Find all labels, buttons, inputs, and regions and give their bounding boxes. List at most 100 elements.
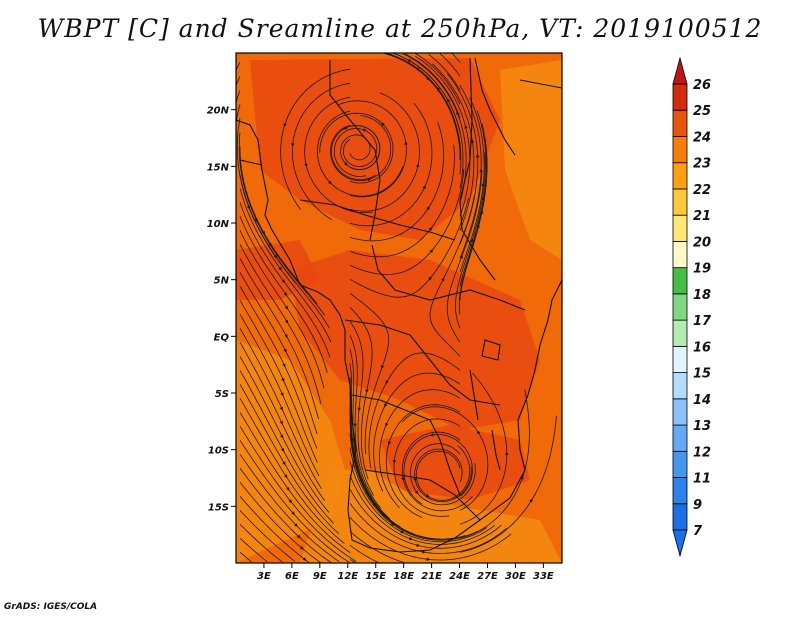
streamline bbox=[428, 53, 461, 91]
streamline-arrow bbox=[281, 279, 286, 284]
streamline bbox=[402, 53, 467, 203]
streamline-arrow bbox=[268, 242, 272, 247]
lon-tick-label: 18E bbox=[393, 571, 414, 582]
streamline-arrow bbox=[359, 478, 363, 483]
colorbar-min-arrow bbox=[672, 529, 688, 558]
colorbar-box bbox=[672, 503, 688, 531]
streamline-arrow bbox=[415, 67, 420, 72]
streamline-arrow bbox=[459, 254, 463, 259]
streamline-arrow bbox=[475, 153, 480, 158]
streamline-arrow bbox=[353, 423, 357, 428]
warm-region-tropical bbox=[236, 240, 320, 300]
streamline-arrow bbox=[428, 226, 433, 231]
lat-tick-label: 10N bbox=[207, 219, 230, 230]
cool-region-east bbox=[500, 60, 562, 260]
colorbar-label: 14 bbox=[693, 393, 711, 408]
streamline bbox=[349, 544, 379, 563]
latitude-axis: 20N 15N 10N 5N EQ 5S 10S 15S bbox=[207, 106, 236, 513]
streamline-arrows bbox=[246, 59, 533, 561]
border bbox=[351, 394, 461, 496]
colorbar-label: 19 bbox=[693, 262, 711, 277]
colorbar-label: 20 bbox=[693, 235, 711, 250]
border bbox=[239, 159, 263, 166]
streamline-arrow bbox=[390, 522, 395, 526]
streamline-arrow bbox=[429, 249, 434, 253]
streamline-arrow bbox=[284, 305, 289, 310]
streamline-arrow bbox=[422, 185, 426, 190]
lat-tick-label: EQ bbox=[214, 332, 230, 343]
chart-title: WBPT [C] and Sreamline at 250hPa, VT: 20… bbox=[37, 14, 763, 43]
temperature-shading bbox=[236, 58, 562, 563]
streamline-arrow bbox=[529, 498, 533, 503]
streamline-arrow bbox=[294, 523, 298, 527]
lon-tick-label: 30E bbox=[505, 571, 526, 582]
streamline-arrow bbox=[279, 406, 283, 411]
streamline-arrow bbox=[520, 475, 524, 480]
streamline-arrow bbox=[404, 141, 408, 145]
colorbar-label: 17 bbox=[693, 314, 712, 329]
colorbar-label: 22 bbox=[693, 183, 711, 198]
streamline-arrow bbox=[282, 363, 286, 368]
colorbar-max-arrow bbox=[672, 56, 688, 85]
streamline-arrow bbox=[385, 380, 389, 385]
border bbox=[371, 244, 526, 311]
border bbox=[364, 469, 481, 521]
lat-tick-label: 20N bbox=[207, 106, 230, 117]
streamline bbox=[404, 53, 461, 119]
colorbar-box bbox=[672, 345, 688, 373]
colorbar-box bbox=[672, 188, 688, 216]
colorbar-label: 18 bbox=[693, 288, 711, 303]
streamline-arrow bbox=[476, 223, 480, 228]
lon-tick-label: 15E bbox=[365, 571, 386, 582]
colorbar-label: 13 bbox=[693, 419, 711, 434]
lon-tick-label: 6E bbox=[285, 571, 299, 582]
streamline-arrow bbox=[304, 163, 308, 168]
border bbox=[329, 60, 381, 241]
streamline-arrow bbox=[343, 126, 348, 130]
border bbox=[299, 199, 456, 241]
streamline-arrow bbox=[400, 530, 405, 534]
streamline bbox=[349, 558, 356, 563]
warm-region-north bbox=[250, 58, 500, 240]
streamline-arrow bbox=[408, 536, 413, 541]
lon-tick-label: 24E bbox=[449, 571, 470, 582]
colorbar-label: 21 bbox=[693, 209, 711, 224]
streamline bbox=[239, 440, 350, 563]
streamline bbox=[236, 76, 241, 85]
border bbox=[344, 319, 501, 406]
streamline bbox=[395, 53, 464, 189]
streamline bbox=[239, 454, 340, 562]
lake-malawi bbox=[491, 429, 501, 471]
streamline-arrow bbox=[365, 491, 369, 496]
streamline-arrow bbox=[464, 124, 468, 129]
streamline bbox=[451, 53, 461, 63]
border bbox=[459, 57, 496, 281]
streamline-arrow bbox=[387, 441, 392, 446]
streamline bbox=[239, 482, 321, 563]
streamline-arrow bbox=[280, 392, 284, 397]
colorbar-label: 26 bbox=[693, 78, 711, 93]
streamline-arrow bbox=[392, 459, 397, 464]
lat-tick-label: 15S bbox=[208, 502, 229, 513]
colorbar-box bbox=[672, 83, 688, 111]
streamline bbox=[236, 62, 241, 71]
africa-coastline bbox=[236, 119, 562, 553]
streamline-arrow bbox=[283, 474, 288, 479]
streamline-arrow bbox=[384, 403, 388, 408]
streamline-arrow bbox=[416, 543, 421, 547]
streamline-arrow bbox=[406, 59, 411, 63]
streamline-arrow bbox=[254, 218, 258, 223]
map-frame bbox=[235, 52, 563, 564]
streamline-arrow bbox=[425, 76, 430, 81]
streamline-arrow bbox=[280, 434, 284, 439]
streamline-arrow bbox=[291, 143, 295, 148]
colorbar-box bbox=[672, 398, 688, 426]
streamline bbox=[236, 104, 241, 122]
streamline bbox=[414, 53, 461, 105]
longitude-axis: 3E 6E 9E 12E 15E 18E 21E 24E 27E 30E 33E bbox=[257, 563, 554, 582]
streamline-arrow bbox=[261, 230, 265, 235]
streamline-arrow bbox=[479, 168, 483, 172]
streamline-arrow bbox=[425, 493, 430, 498]
